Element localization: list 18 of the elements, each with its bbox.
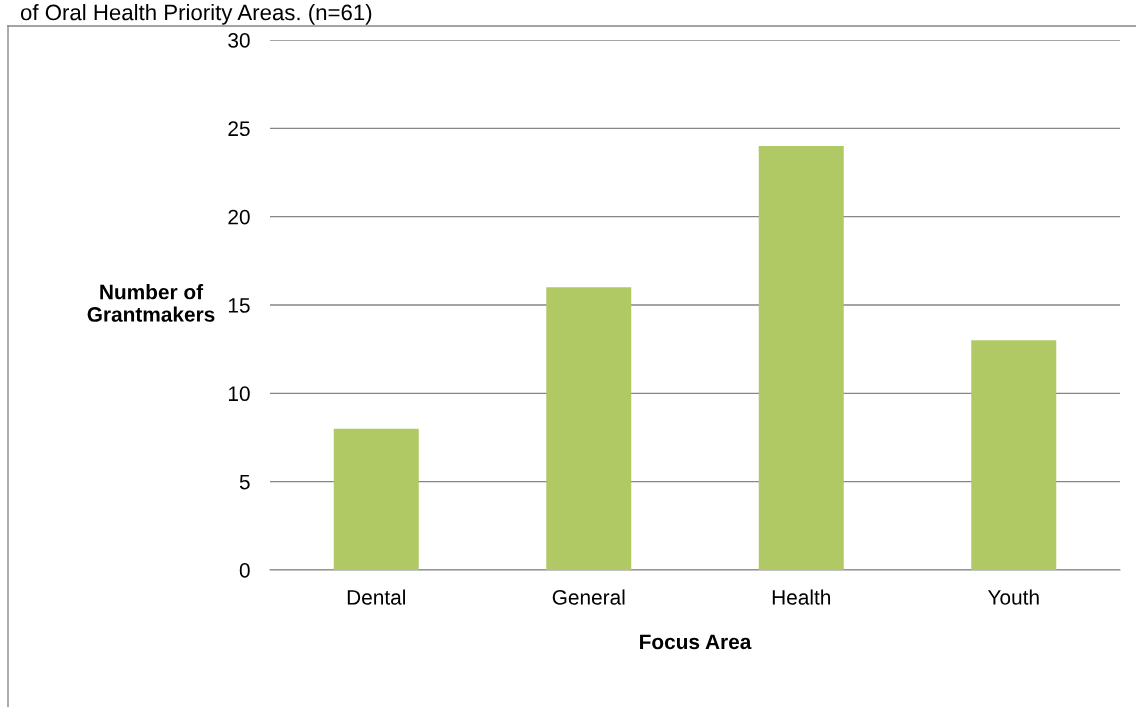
y-axis-title: Number of Grantmakers [87, 284, 215, 322]
y-tick-label: 0 [239, 563, 250, 578]
y-tick-label: 15 [228, 298, 250, 313]
x-tick-label: General [552, 589, 625, 605]
y-tick-label: 20 [228, 209, 250, 225]
bar [971, 340, 1057, 570]
x-tick-label: Health [772, 589, 831, 605]
x-tick-label: Youth [987, 589, 1039, 605]
x-axis-title: Focus Area [640, 634, 752, 650]
chart-title: of Oral Health Priority Areas. (n=61) [20, 4, 372, 25]
bar [758, 146, 844, 570]
y-tick-label: 30 [228, 33, 250, 48]
y-tick-label: 25 [228, 121, 250, 137]
bar [333, 428, 419, 570]
x-tick-label: Dental [347, 589, 405, 605]
y-tick-label: 10 [228, 386, 250, 402]
y-tick-label: 5 [239, 474, 250, 490]
bar [546, 287, 632, 570]
